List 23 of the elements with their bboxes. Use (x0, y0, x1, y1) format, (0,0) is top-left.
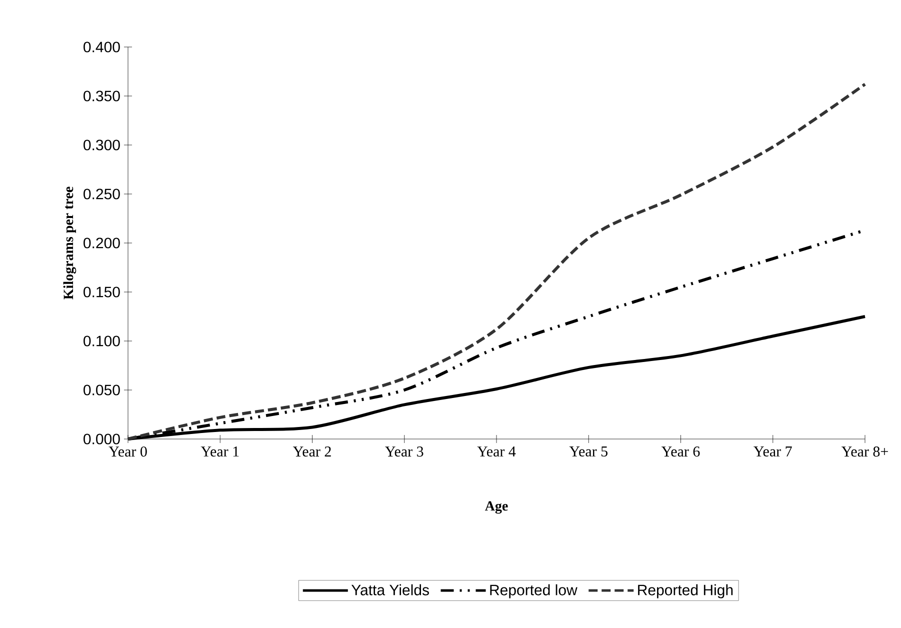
x-tick-label: Year 5 (569, 446, 608, 456)
y-tick-label: 0.100 (84, 336, 120, 346)
x-tick-label: Year 1 (200, 446, 239, 457)
y-tick-label: 0.250 (84, 188, 120, 200)
legend-label: Yatta Yields (351, 584, 429, 596)
y-tick-label: 0.300 (84, 140, 120, 150)
y-tick-label: 0.000 (84, 434, 120, 444)
legend-label: Reported High (638, 584, 733, 598)
x-tick-label: Year 3 (385, 446, 424, 457)
x-tick-label: Year 2 (292, 446, 331, 457)
y-tick-label: 0.150 (84, 286, 120, 298)
legend-label: Reported low (490, 584, 578, 598)
x-tick-label: Year 7 (754, 446, 792, 456)
x-tick-label: Year 8+ (842, 446, 888, 457)
x-tick-label: Year 4 (477, 446, 516, 457)
y-axis-title: Kilograms per tree (63, 186, 76, 300)
y-tick-label: 0.350 (84, 90, 120, 102)
x-axis-title: Age (484, 501, 508, 514)
y-tick-label: 0.400 (84, 42, 120, 52)
x-tick-label: Year 0 (108, 446, 147, 457)
y-tick-label: 0.200 (84, 238, 120, 248)
y-tick-label: 0.050 (84, 384, 120, 396)
x-tick-label: Year 6 (661, 446, 700, 457)
